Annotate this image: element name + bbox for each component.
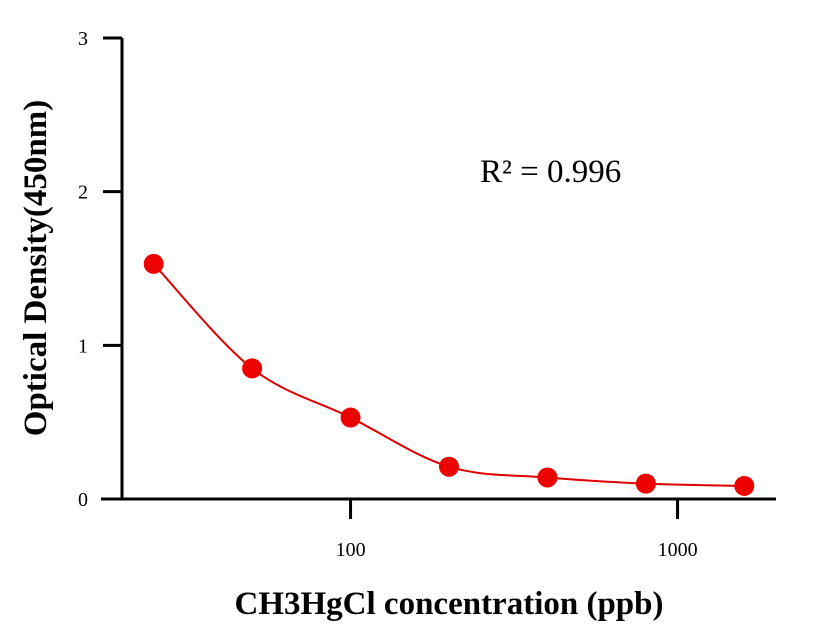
x-tick-label: 100 bbox=[336, 539, 366, 561]
data-point bbox=[734, 475, 755, 496]
data-point bbox=[340, 407, 361, 428]
y-tick-label: 3 bbox=[78, 28, 88, 50]
fit-curve bbox=[152, 263, 745, 487]
data-point bbox=[242, 358, 263, 379]
y-tick-label: 1 bbox=[78, 335, 88, 357]
data-point bbox=[143, 253, 164, 274]
x-tick-label: 1000 bbox=[658, 539, 698, 561]
y-axis-title: Optical Density(450nm) bbox=[18, 100, 54, 436]
data-point bbox=[439, 456, 459, 477]
r-squared-annotation: R² = 0.996 bbox=[480, 154, 621, 190]
y-tick-label: 0 bbox=[78, 489, 88, 511]
x-axis-title: CH3HgCl concentration (ppb) bbox=[235, 586, 664, 622]
data-point bbox=[537, 467, 558, 488]
y-tick-label: 2 bbox=[78, 182, 88, 204]
data-point bbox=[635, 473, 656, 494]
